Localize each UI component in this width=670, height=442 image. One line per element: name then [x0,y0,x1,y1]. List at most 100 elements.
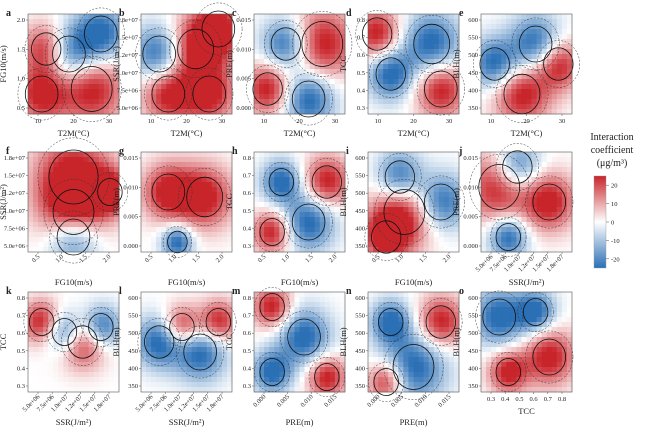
heat-cell [254,377,260,383]
heat-cell [536,99,543,105]
contour-line [291,80,326,118]
heat-cell [113,337,120,343]
heat-cell [201,167,208,173]
heat-cell [289,377,295,383]
x-tick-label: 10 [148,118,155,125]
heat-cell [536,152,543,158]
heat-cell [536,14,543,20]
heat-cell [196,64,203,70]
heat-cell [373,79,379,85]
heat-cell [141,74,147,80]
heat-cell [403,79,409,85]
heat-cell [403,247,409,253]
heat-cell [88,19,95,25]
x-axis-label-i: FG10(m/s) [395,277,432,287]
heat-cell [556,14,563,20]
heat-cell [501,24,507,30]
heat-cell [378,19,384,25]
heat-cell [176,302,182,308]
heat-cell [511,152,517,158]
heat-cell [486,39,492,45]
heat-cell [53,49,59,55]
heat-cell [526,59,532,65]
heat-cell [304,382,311,388]
heat-cell [541,64,548,70]
heat-cell [546,182,553,188]
heat-cell [264,14,270,20]
heat-cell [413,247,419,253]
heat-cell [146,29,152,35]
heat-cell [221,232,228,238]
heat-cell [28,247,34,253]
heat-cell [314,377,321,383]
heat-cell [269,387,275,393]
heat-cell [83,64,90,70]
y-tick-label: 450 [355,208,365,215]
heat-cell [413,29,419,35]
heat-cell [339,69,346,75]
heat-cell [408,104,414,110]
heat-cell [546,109,553,115]
heat-cell [151,312,157,318]
heat-cell [73,64,79,70]
heatmap-field-g [141,152,233,253]
heat-cell [541,54,548,60]
heat-cell [561,202,568,208]
heat-cell [38,332,44,338]
heat-cell [274,64,280,70]
heat-cell [383,217,389,223]
heat-cell [531,69,538,75]
heat-cell [309,64,316,70]
heat-cell [58,242,64,248]
heat-cell [269,232,275,238]
heat-cell [491,34,497,40]
y-tick-label: 0.8 [357,17,365,24]
heat-cell [78,322,85,328]
heat-cell [294,387,300,393]
heat-cell [531,202,538,208]
heat-cell [556,64,563,70]
heat-cell [491,232,497,238]
panel-frame-j [480,151,573,253]
heat-cell [166,54,172,60]
heat-cell [284,197,290,203]
heat-cell [68,59,74,65]
heat-cell [453,222,460,228]
heat-cell [259,202,265,208]
heat-cell [226,327,233,333]
contour-line-dashed [17,67,66,121]
heat-cell [151,157,157,163]
x-tick-label: 0.5 [371,253,382,264]
heat-cell [506,24,512,30]
heat-cell [259,54,265,60]
heat-cell [556,49,563,55]
heat-cell [113,332,120,338]
heat-cell [156,237,162,243]
heat-cell [48,207,54,213]
heat-cell [269,247,275,253]
heat-cell [33,342,39,348]
heat-cell [299,79,305,85]
heat-cell [403,44,409,50]
heat-cell [428,59,435,65]
heat-cell [43,69,49,75]
heat-cell [304,69,311,75]
heat-cell [304,347,311,353]
heat-cell [496,177,502,183]
heat-cell [314,14,321,20]
y-tick-label: 0.4 [357,87,366,94]
heat-cell [423,19,430,25]
heat-cell [448,197,455,203]
heat-cell [38,162,44,168]
heat-cell [556,34,563,40]
heat-cell [226,172,233,178]
heat-cell [279,162,285,168]
heat-cell [53,242,59,248]
heat-cell [93,367,100,373]
heat-cell [254,202,260,208]
heat-cell [433,207,440,213]
heat-cell [166,337,172,343]
heat-cell [566,222,573,228]
heat-cell [83,187,90,193]
heat-cell [93,247,100,253]
